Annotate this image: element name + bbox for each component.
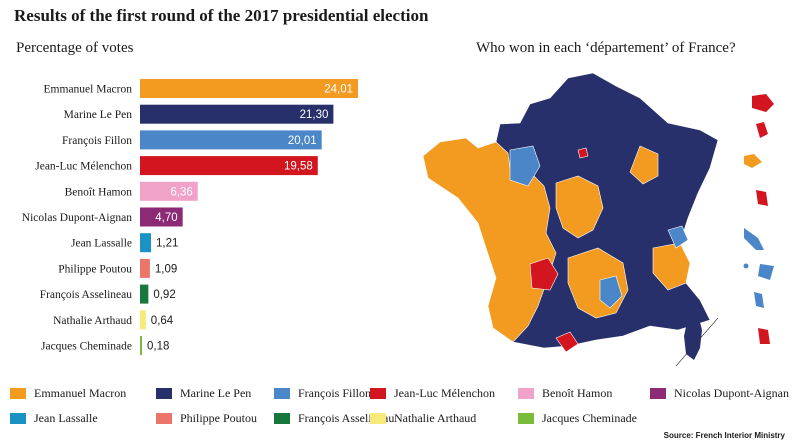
bar-category-label: Jean Lassalle [71, 238, 132, 250]
bar-category-label: Philippe Poutou [58, 263, 132, 275]
map-subtitle: Who won in each ‘département’ of France? [476, 40, 736, 56]
map-region-centre [555, 175, 604, 239]
bar-value-label: 1,09 [155, 263, 177, 275]
map-overseas-reunion [752, 94, 774, 112]
legend-item: Benoît Hamon [518, 386, 612, 401]
map-overseas-new-caledonia [744, 228, 764, 250]
bar-category-label: Nathalie Arthaud [53, 315, 132, 327]
legend-swatch [10, 388, 26, 399]
bar-category-label: Nicolas Dupont-Aignan [22, 212, 132, 224]
map-region-west [422, 137, 557, 343]
map-overseas-wallis [758, 328, 770, 344]
bar-value-label: 24,01 [324, 84, 353, 96]
legend-item: Philippe Poutou [156, 411, 257, 426]
legend-label: Nathalie Arthaud [394, 411, 477, 425]
legend-swatch [518, 413, 534, 424]
legend-label: Emmanuel Macron [34, 386, 127, 400]
map-overseas-martinique [756, 190, 768, 206]
map-overseas-guiana [758, 264, 774, 280]
map-region-fillon-west [509, 145, 541, 187]
bar-chart: Emmanuel Macron 24,01 Marine Le Pen 21,30 Fr… [22, 79, 358, 355]
legend-label: François Fillon [298, 386, 372, 400]
map-overseas-guadeloupe [744, 154, 762, 168]
bar-value-label: 4,70 [155, 212, 177, 224]
bar [140, 79, 358, 98]
bar [140, 156, 318, 176]
bar-category-label: Jean-Luc Mélenchon [35, 161, 132, 173]
france-map [422, 72, 774, 367]
bar [140, 336, 142, 355]
bar-value-label: 0,64 [151, 315, 174, 327]
bar-chart-subtitle: Percentage of votes [16, 40, 134, 56]
legend-swatch [10, 413, 26, 424]
bar [140, 258, 150, 278]
legend-item: Nathalie Arthaud [370, 411, 476, 426]
bar [140, 181, 198, 201]
map-corsica-divider [675, 317, 719, 367]
bar-value-label: 21,30 [300, 109, 329, 121]
legend-label: Marine Le Pen [180, 386, 252, 400]
map-region-melenchon-southwest [529, 257, 559, 291]
legend-swatch [650, 388, 666, 399]
map-region-melenchon-pyrenees [555, 331, 579, 353]
legend-item: Nicolas Dupont-Aignan [650, 386, 789, 401]
bar [140, 130, 322, 150]
bar-value-label: 0,18 [147, 341, 169, 353]
bar-value-label: 20,01 [288, 135, 317, 147]
bar-value-label: 6,36 [170, 186, 192, 198]
map-region-fillon-centre [599, 275, 623, 309]
legend-swatch [274, 413, 290, 424]
legend-swatch [518, 388, 534, 399]
legend-swatch [156, 388, 172, 399]
bar-value-label: 19,58 [284, 161, 313, 173]
bar-category-label: Benoît Hamon [65, 186, 133, 198]
legend-item: Marine Le Pen [156, 386, 251, 401]
legend-item: Jean-Luc Mélenchon [370, 386, 495, 401]
legend-swatch [156, 413, 172, 424]
source-note: Source: French Interior Ministry [663, 431, 785, 440]
bar-category-label: Emmanuel Macron [44, 84, 133, 96]
bar-category-label: François Fillon [62, 135, 132, 147]
legend-item: François Fillon [274, 386, 371, 401]
legend-swatch [370, 413, 386, 424]
chart-title: Results of the first round of the 2017 p… [14, 6, 429, 25]
legend-swatch [274, 388, 290, 399]
map-corsica [684, 314, 702, 360]
bar [140, 284, 149, 304]
map-overseas-mayotte [756, 122, 768, 138]
legend-label: Jean-Luc Mélenchon [394, 386, 495, 400]
legend-label: Jacques Cheminade [542, 411, 637, 425]
bar [140, 104, 334, 124]
legend-label: Nicolas Dupont-Aignan [674, 386, 789, 400]
map-region-fillon-east [667, 225, 689, 249]
map-overseas-dot [743, 263, 749, 269]
bar-category-label: François Asselineau [40, 289, 133, 301]
legend-label: Jean Lassalle [34, 411, 98, 425]
bar-category-label: Marine Le Pen [64, 109, 133, 121]
bar-value-label: 1,21 [156, 238, 178, 250]
legend-item: Emmanuel Macron [10, 386, 126, 401]
bar [140, 207, 183, 227]
bar [140, 310, 146, 330]
legend-label: Philippe Poutou [180, 411, 258, 425]
map-overseas-polynesia [754, 292, 764, 308]
map-region-paris [577, 147, 589, 159]
legend-label: Benoît Hamon [542, 386, 613, 400]
map-region-east [629, 145, 659, 185]
bar [140, 233, 151, 253]
bar-value-label: 0,92 [153, 289, 175, 301]
legend-item: Jacques Cheminade [518, 411, 637, 426]
legend-item: Jean Lassalle [10, 411, 98, 426]
bar-category-label: Jacques Cheminade [41, 341, 132, 353]
legend-swatch [370, 388, 386, 399]
